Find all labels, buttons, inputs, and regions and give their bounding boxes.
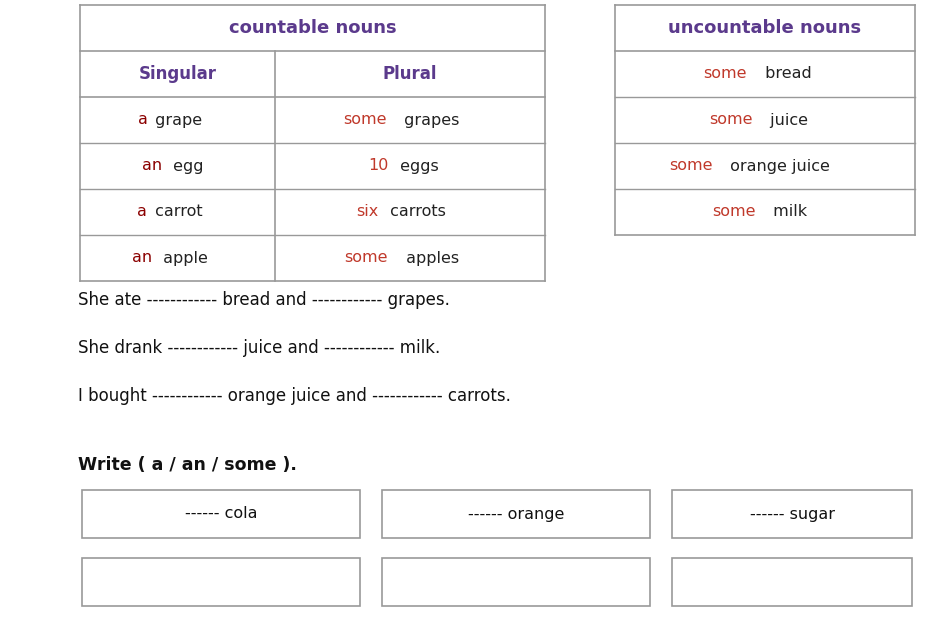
Text: Write ( a / an / some ).: Write ( a / an / some ). bbox=[78, 456, 297, 474]
Text: an: an bbox=[132, 250, 153, 265]
Text: countable nouns: countable nouns bbox=[229, 19, 396, 37]
Text: some: some bbox=[711, 205, 755, 219]
Text: six: six bbox=[356, 205, 379, 219]
Text: grapes: grapes bbox=[399, 112, 459, 128]
Text: some: some bbox=[343, 112, 387, 128]
Text: I bought ------------ orange juice and ------------ carrots.: I bought ------------ orange juice and -… bbox=[78, 387, 511, 405]
Text: apples: apples bbox=[401, 250, 458, 265]
Text: some: some bbox=[670, 159, 712, 174]
FancyBboxPatch shape bbox=[672, 558, 912, 606]
Text: grape: grape bbox=[151, 112, 203, 128]
Text: orange juice: orange juice bbox=[725, 159, 830, 174]
FancyBboxPatch shape bbox=[382, 558, 650, 606]
Text: some: some bbox=[710, 112, 752, 128]
Text: an: an bbox=[141, 159, 162, 174]
Text: carrots: carrots bbox=[385, 205, 446, 219]
Text: apple: apple bbox=[158, 250, 208, 265]
Text: juice: juice bbox=[765, 112, 808, 128]
FancyBboxPatch shape bbox=[82, 490, 360, 538]
Text: a: a bbox=[138, 205, 147, 219]
Text: egg: egg bbox=[167, 159, 203, 174]
Text: a: a bbox=[138, 112, 147, 128]
Text: She ate ------------ bread and ------------ grapes.: She ate ------------ bread and ---------… bbox=[78, 291, 450, 309]
Text: eggs: eggs bbox=[395, 159, 439, 174]
Text: uncountable nouns: uncountable nouns bbox=[669, 19, 861, 37]
Text: ------ sugar: ------ sugar bbox=[750, 507, 834, 521]
Text: ------ orange: ------ orange bbox=[468, 507, 565, 521]
FancyBboxPatch shape bbox=[672, 490, 912, 538]
Text: carrot: carrot bbox=[150, 205, 203, 219]
FancyBboxPatch shape bbox=[82, 558, 360, 606]
Text: 10: 10 bbox=[368, 159, 389, 174]
Text: ------ cola: ------ cola bbox=[185, 507, 258, 521]
Text: some: some bbox=[704, 66, 747, 81]
Text: bread: bread bbox=[760, 66, 812, 81]
FancyBboxPatch shape bbox=[382, 490, 650, 538]
Text: She drank ------------ juice and ------------ milk.: She drank ------------ juice and -------… bbox=[78, 339, 440, 357]
Text: milk: milk bbox=[768, 205, 807, 219]
Text: Plural: Plural bbox=[383, 65, 437, 83]
Text: Singular: Singular bbox=[139, 65, 217, 83]
Text: some: some bbox=[344, 250, 388, 265]
